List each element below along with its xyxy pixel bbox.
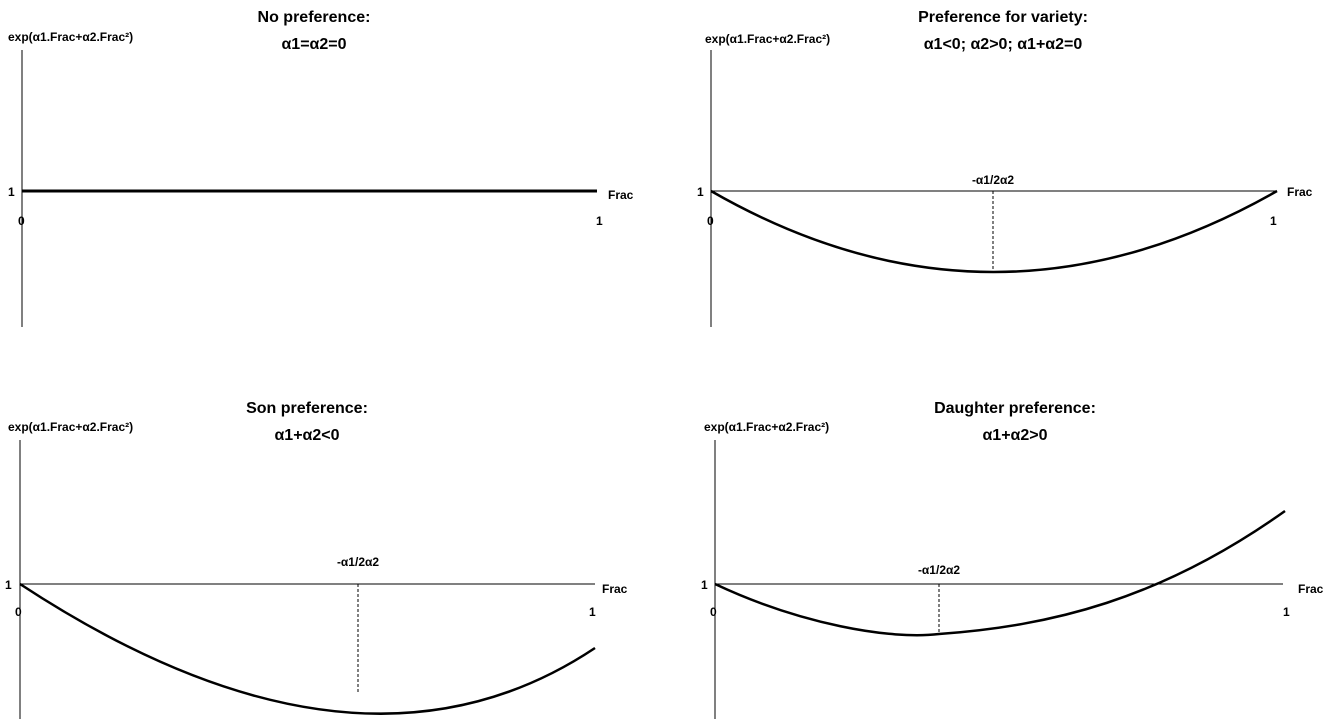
panel-title-line1: Daughter preference: (934, 400, 1096, 417)
y-axis-label: exp(α1.Frac+α2.Frac²) (705, 32, 830, 46)
panel-no-preference: No preference: α1=α2=0 exp(α1.Frac+α2.Fr… (8, 9, 634, 327)
x-axis-label: Frac (608, 188, 634, 202)
y-axis-label: exp(α1.Frac+α2.Frac²) (8, 420, 133, 434)
x-tick-label-start: 0 (18, 214, 25, 228)
function-curve (714, 509, 1286, 637)
x-tick-label-start: 0 (707, 214, 714, 228)
panel-daughter-preference: Daughter preference: α1+α2>0 exp(α1.Frac… (701, 400, 1324, 719)
panel-title-line2: α1+α2>0 (982, 427, 1047, 444)
x-tick-label-end: 1 (1270, 214, 1277, 228)
vertex-label: -α1/2α2 (972, 173, 1014, 187)
x-tick-label-start: 0 (15, 605, 22, 619)
panel-preference-for-variety: Preference for variety: α1<0; α2>0; α1+α… (697, 9, 1313, 327)
x-tick-label-end: 1 (1283, 605, 1290, 619)
y-tick-label: 1 (5, 578, 12, 592)
panel-title-line2: α1+α2<0 (274, 427, 339, 444)
y-tick-label: 1 (701, 578, 708, 592)
function-curve (19, 582, 596, 715)
x-tick-label-start: 0 (710, 605, 717, 619)
x-axis-label: Frac (1287, 185, 1313, 199)
x-axis-label: Frac (602, 582, 628, 596)
panel-title-line1: Son preference: (246, 400, 368, 417)
y-axis-label: exp(α1.Frac+α2.Frac²) (704, 420, 829, 434)
x-tick-label-end: 1 (596, 214, 603, 228)
panel-son-preference: Son preference: α1+α2<0 exp(α1.Frac+α2.F… (5, 400, 628, 719)
y-tick-label: 1 (697, 185, 704, 199)
panel-title-line1: No preference: (258, 9, 371, 26)
vertex-label: -α1/2α2 (337, 555, 379, 569)
x-axis-label: Frac (1298, 582, 1324, 596)
x-tick-label-end: 1 (589, 605, 596, 619)
y-axis-label: exp(α1.Frac+α2.Frac²) (8, 30, 133, 44)
panel-title-line2: α1=α2=0 (281, 36, 346, 53)
panel-title-line2: α1<0; α2>0; α1+α2=0 (924, 36, 1083, 53)
panel-title-line1: Preference for variety: (918, 9, 1088, 26)
function-curve (710, 189, 1278, 274)
vertex-label: -α1/2α2 (918, 563, 960, 577)
y-tick-label: 1 (8, 185, 15, 199)
